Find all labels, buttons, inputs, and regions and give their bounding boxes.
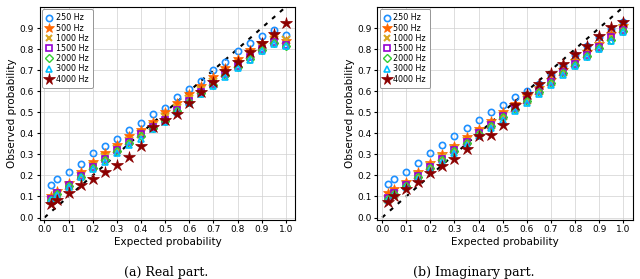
Y-axis label: Observed probability: Observed probability [7,59,17,168]
X-axis label: Expected probability: Expected probability [114,237,221,247]
X-axis label: Expected probability: Expected probability [451,237,559,247]
Text: (b) Imaginary part.: (b) Imaginary part. [413,266,534,279]
Text: (a) Real part.: (a) Real part. [124,266,209,279]
Y-axis label: Observed probability: Observed probability [344,59,355,168]
Legend: 250 Hz, 500 Hz, 1000 Hz, 1500 Hz, 2000 Hz, 3000 Hz, 4000 Hz: 250 Hz, 500 Hz, 1000 Hz, 1500 Hz, 2000 H… [42,9,93,88]
Legend: 250 Hz, 500 Hz, 1000 Hz, 1500 Hz, 2000 Hz, 3000 Hz, 4000 Hz: 250 Hz, 500 Hz, 1000 Hz, 1500 Hz, 2000 H… [380,9,430,88]
